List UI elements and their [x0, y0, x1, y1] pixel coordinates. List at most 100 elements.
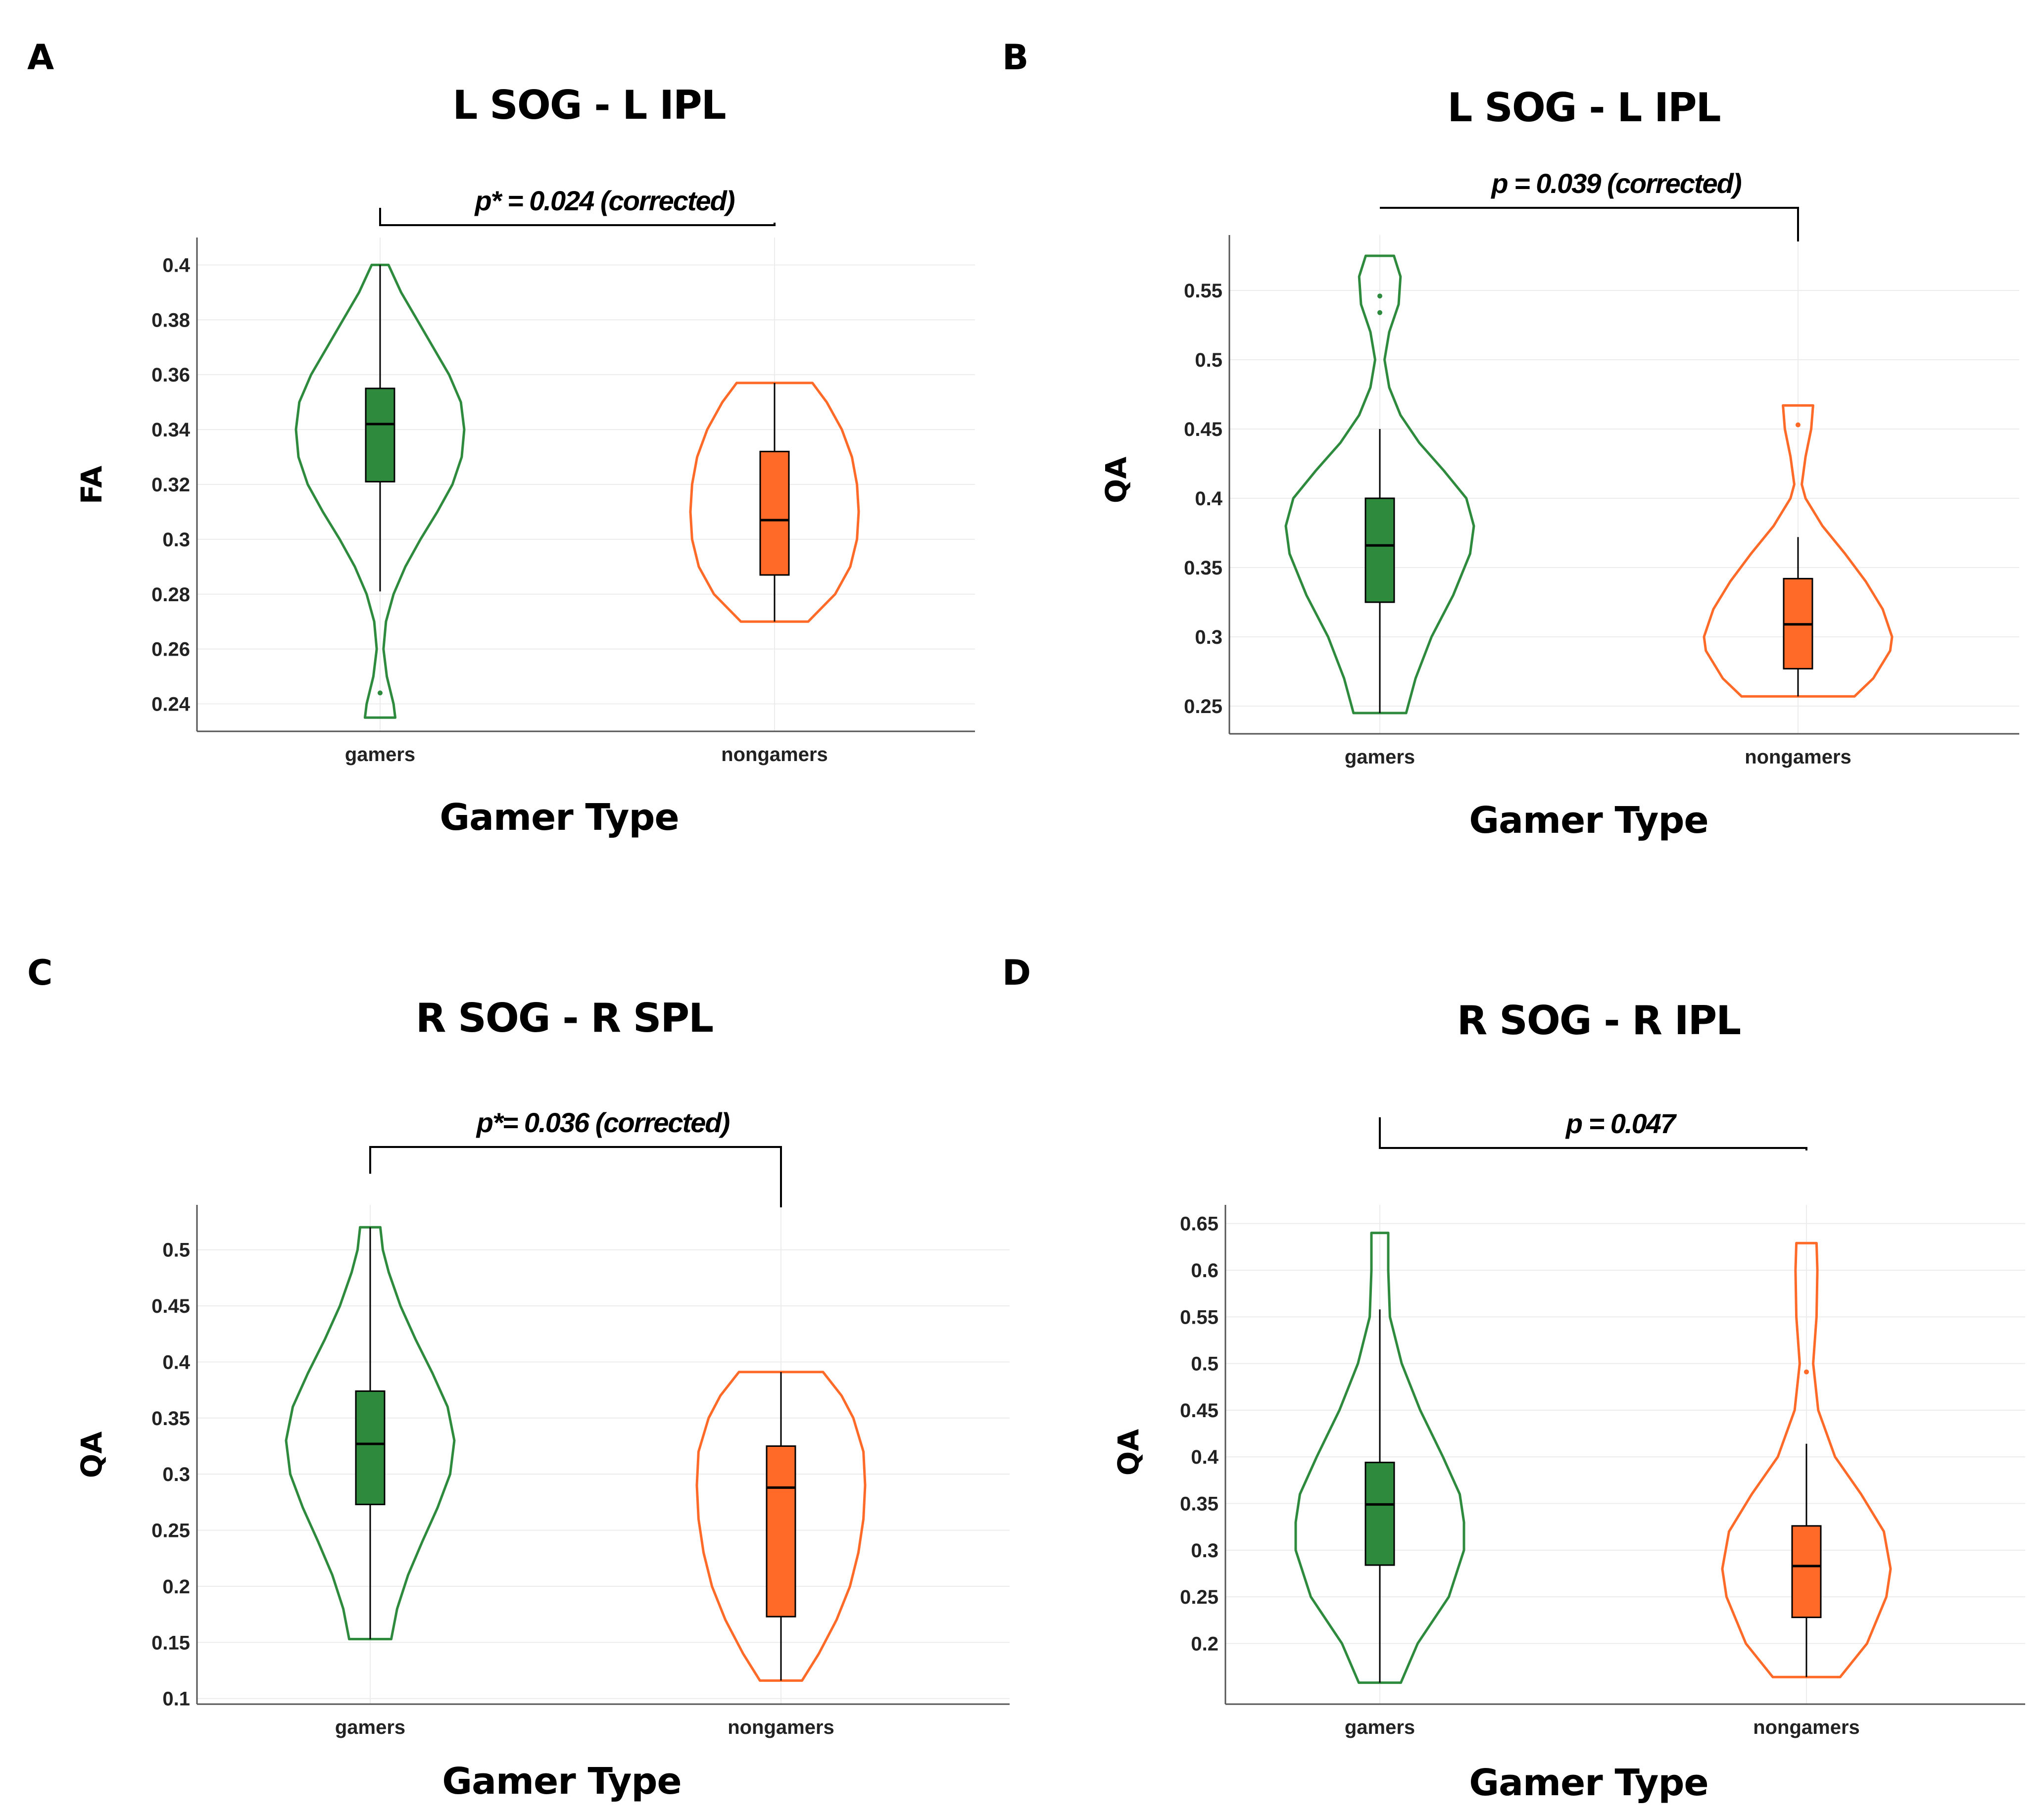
panel-c-nongamers-group: [695, 1371, 867, 1682]
panel-b-ytick-label: 0.35: [1184, 557, 1222, 579]
panel-c-ytick-label: 0.5: [162, 1240, 190, 1261]
panel-c-nongamers-violin: [695, 1371, 867, 1682]
panel-c-gamers-violin: [285, 1226, 456, 1640]
panel-c: C R SOG - R SPL 0.1 0.15 0.2 0.25 0.3 0.35 0.4 0.…: [27, 953, 1010, 1803]
panel-d-ytick-label: 0.65: [1180, 1213, 1218, 1235]
panel-c-significance-bracket: [369, 1146, 782, 1207]
panel-c-gamers-box: [355, 1390, 386, 1505]
panel-b-category-label: gamers: [1345, 746, 1415, 768]
panel-c-category-label: gamers: [335, 1717, 405, 1738]
panel-b-significance-bracket: [1380, 207, 1799, 241]
panel-b-ytick-label: 0.5: [1195, 349, 1222, 371]
panel-d-ylabel: QA: [1112, 1429, 1145, 1476]
panel-c-gamers-group: [285, 1226, 456, 1640]
panel-b-nongamers-group: [1703, 404, 1894, 698]
panel-d-ytick-label: 0.35: [1180, 1493, 1218, 1515]
panel-a-p-value: p* = 0.024 (corrected): [474, 185, 734, 216]
panel-a-gamers-violin: [294, 263, 466, 719]
panel-c-letter: C: [27, 953, 52, 993]
panel-b-ytick-label: 0.3: [1195, 626, 1222, 648]
panel-b-p-value: p = 0.039 (corrected): [1490, 168, 1742, 199]
panel-a-category-label: nongamers: [721, 744, 828, 765]
panel-b-xlabel: Gamer Type: [1469, 799, 1708, 842]
panel-d-nongamers-group: [1721, 1241, 1892, 1678]
panel-d-p-value: p = 0.047: [1565, 1108, 1677, 1139]
panel-c-ytick-label: 0.15: [151, 1632, 190, 1654]
panel-a-title: L SOG - L IPL: [452, 82, 725, 128]
panel-b-category-label: nongamers: [1745, 746, 1851, 768]
panel-c-ytick-label: 0.25: [151, 1520, 190, 1542]
panel-d-category-label: gamers: [1345, 1717, 1415, 1738]
panel-c-ytick-label: 0.3: [162, 1464, 190, 1485]
panel-d-significance-bracket: [1379, 1117, 1807, 1150]
panel-a-ytick-label: 0.32: [151, 474, 190, 496]
panel-d-nongamers-outlier-point: [1804, 1369, 1809, 1375]
panel-c-ytick-label: 0.35: [151, 1408, 190, 1430]
panel-d-nongamers-violin: [1721, 1241, 1892, 1678]
panel-a: A L SOG - L IPL 0.24 0.26 0.28 0.3 0.32 0.34 0.3…: [27, 37, 975, 839]
panel-a-ytick-label: 0.28: [151, 584, 190, 606]
panel-a-nongamers-violin: [689, 382, 860, 623]
panel-a-nongamers-group: [689, 382, 860, 623]
panel-b-ytick-label: 0.4: [1195, 488, 1222, 510]
panel-b: B L SOG - L IPL 0.25 0.3 0.35 0.4 0.45 0.5 0.55 g…: [1002, 37, 2019, 842]
panel-d: D R SOG - R IPL 0.2 0.25 0.3 0.35 0.4 0.45 0.5 0.…: [1002, 953, 2025, 1804]
panel-a-significance-bracket: [379, 208, 776, 226]
panel-a-ytick-label: 0.3: [162, 529, 190, 551]
panel-b-ytick-label: 0.55: [1184, 280, 1222, 302]
panel-d-gamers-box: [1364, 1462, 1395, 1566]
panel-a-gamers-group: [294, 263, 466, 719]
panel-c-ytick-label: 0.45: [151, 1295, 190, 1317]
panel-a-category-label: gamers: [345, 744, 415, 765]
panel-b-letter: B: [1002, 37, 1028, 78]
panel-a-ylabel: FA: [75, 466, 108, 504]
panel-c-ytick-label: 0.2: [162, 1576, 190, 1598]
panel-c-category-label: nongamers: [728, 1717, 834, 1738]
panel-a-gamers-box: [365, 387, 395, 482]
panel-a-xlabel: Gamer Type: [439, 796, 679, 839]
panel-a-ytick-label: 0.26: [151, 639, 190, 661]
panel-a-ytick-label: 0.4: [162, 254, 190, 276]
panel-c-ylabel: QA: [75, 1432, 108, 1478]
panel-b-title: L SOG - L IPL: [1447, 85, 1720, 131]
panel-a-ytick-label: 0.24: [151, 694, 191, 716]
panel-d-ytick-label: 0.25: [1180, 1586, 1218, 1608]
panel-c-title: R SOG - R SPL: [416, 995, 713, 1041]
panel-c-nongamers-box: [766, 1445, 796, 1618]
panel-c-ytick-label: 0.1: [162, 1688, 190, 1710]
panel-d-ytick-label: 0.6: [1191, 1260, 1218, 1282]
panel-d-letter: D: [1002, 953, 1031, 993]
panel-d-ytick-label: 0.45: [1180, 1400, 1218, 1422]
panel-d-ytick-label: 0.4: [1191, 1446, 1218, 1468]
panel-b-gamers-group: [1284, 254, 1475, 715]
panel-a-ytick-label: 0.36: [151, 364, 190, 386]
panel-b-gamers-outlier-point: [1377, 310, 1382, 315]
panel-d-ytick-label: 0.5: [1191, 1353, 1218, 1375]
panel-b-nongamers-violin: [1703, 404, 1894, 698]
panel-d-ytick-label: 0.3: [1191, 1540, 1218, 1562]
panel-a-gamers-outlier-point: [378, 690, 383, 696]
panel-c-ytick-label: 0.4: [162, 1351, 190, 1373]
panel-d-category-label: nongamers: [1753, 1717, 1860, 1738]
panel-b-gamers-outlier-point: [1377, 293, 1382, 299]
panel-b-nongamers-outlier-point: [1796, 422, 1801, 428]
panel-b-ytick-label: 0.25: [1184, 696, 1222, 717]
panel-d-xlabel: Gamer Type: [1469, 1762, 1708, 1804]
panel-b-ytick-label: 0.45: [1184, 419, 1222, 440]
panel-d-title: R SOG - R IPL: [1457, 998, 1741, 1044]
panel-c-xlabel: Gamer Type: [442, 1760, 681, 1803]
panel-a-letter: A: [27, 37, 54, 78]
panel-c-p-value: p*= 0.036 (corrected): [476, 1107, 730, 1138]
panel-d-gamers-violin: [1294, 1232, 1465, 1684]
panel-d-nongamers-box: [1791, 1525, 1822, 1619]
panel-a-ytick-label: 0.38: [151, 309, 190, 331]
panel-b-gamers-violin: [1284, 254, 1475, 715]
panel-a-nongamers-box: [759, 450, 790, 576]
panel-d-gamers-group: [1294, 1232, 1465, 1684]
panel-b-gamers-box: [1364, 497, 1395, 603]
panel-a-ytick-label: 0.34: [151, 419, 191, 441]
panel-d-ytick-label: 0.2: [1191, 1633, 1218, 1655]
panel-b-ylabel: QA: [1099, 457, 1133, 503]
panel-d-ytick-label: 0.55: [1180, 1306, 1218, 1328]
